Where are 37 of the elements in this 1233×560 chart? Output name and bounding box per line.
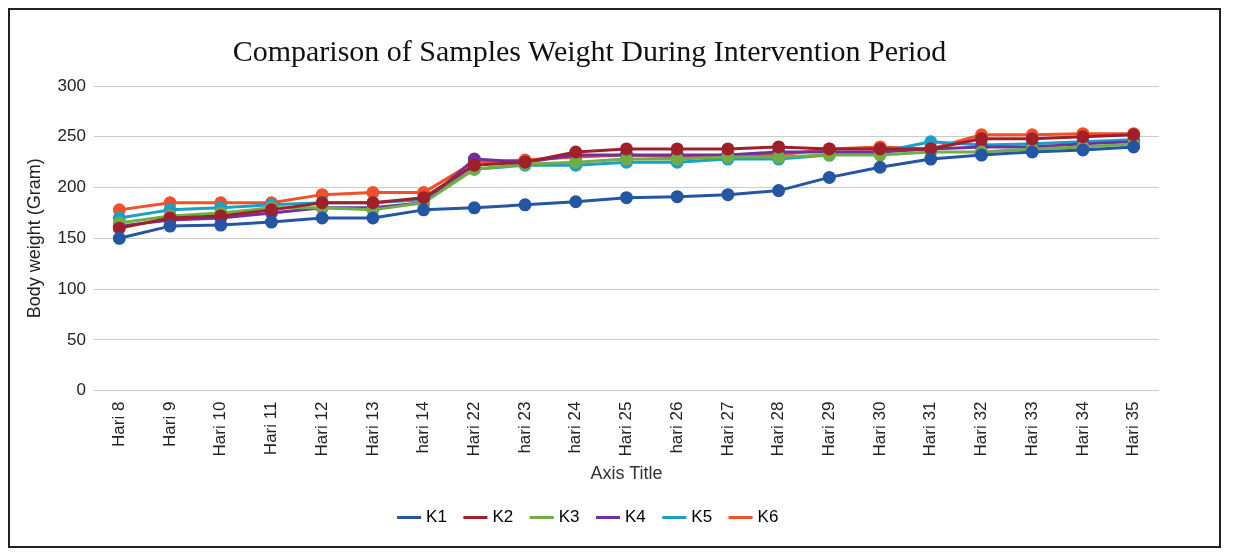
x-tick-label: Hari 10: [210, 401, 230, 457]
y-tick-label: 300: [57, 75, 86, 95]
x-tick-label: Hari 28: [768, 401, 788, 457]
x-tick-label: Hari 25: [616, 401, 636, 457]
x-axis-title: Axis Title: [590, 463, 663, 484]
y-tick-label: 100: [57, 278, 86, 298]
x-tick-label: Hari 34: [1072, 401, 1092, 457]
y-tick-label: 0: [76, 380, 86, 400]
y-tick-label: 250: [57, 126, 86, 146]
x-tick-label: Hari 35: [1123, 401, 1143, 457]
x-tick-label: hari 24: [565, 401, 585, 454]
x-tick-label: Hari 9: [159, 401, 179, 447]
x-tick-label: Hari 8: [109, 401, 129, 447]
legend-label: K6: [757, 507, 779, 527]
legend-label: K2: [492, 507, 514, 527]
legend-label: K5: [691, 507, 713, 527]
x-tick-label: Hari 22: [464, 401, 484, 457]
x-tick-label: Hari 11: [261, 401, 281, 456]
y-tick-label: 50: [67, 329, 86, 349]
x-tick-label: hari 26: [666, 401, 686, 454]
legend-label: K4: [625, 507, 646, 527]
x-tick-label: hari 23: [514, 401, 534, 454]
y-tick-label: 150: [57, 227, 86, 247]
x-tick-label: Hari 13: [362, 401, 382, 457]
x-tick-label: hari 14: [413, 401, 433, 454]
x-tick-label: Hari 30: [869, 401, 889, 457]
x-tick-label: Hari 33: [1021, 401, 1041, 457]
legend-label: K1: [426, 507, 447, 527]
y-tick-label: 200: [57, 177, 86, 197]
x-tick-label: Hari 27: [717, 401, 737, 457]
x-tick-label: Hari 32: [971, 401, 991, 457]
x-tick-label: Hari 12: [311, 401, 331, 457]
y-axis-title: Body weight (Gram): [23, 158, 44, 319]
legend-label: K3: [558, 507, 580, 527]
x-tick-label: Hari 29: [819, 401, 839, 457]
chart-title: Comparison of Samples Weight During Intervention Period: [232, 33, 947, 67]
x-tick-label: Hari 31: [920, 401, 940, 457]
